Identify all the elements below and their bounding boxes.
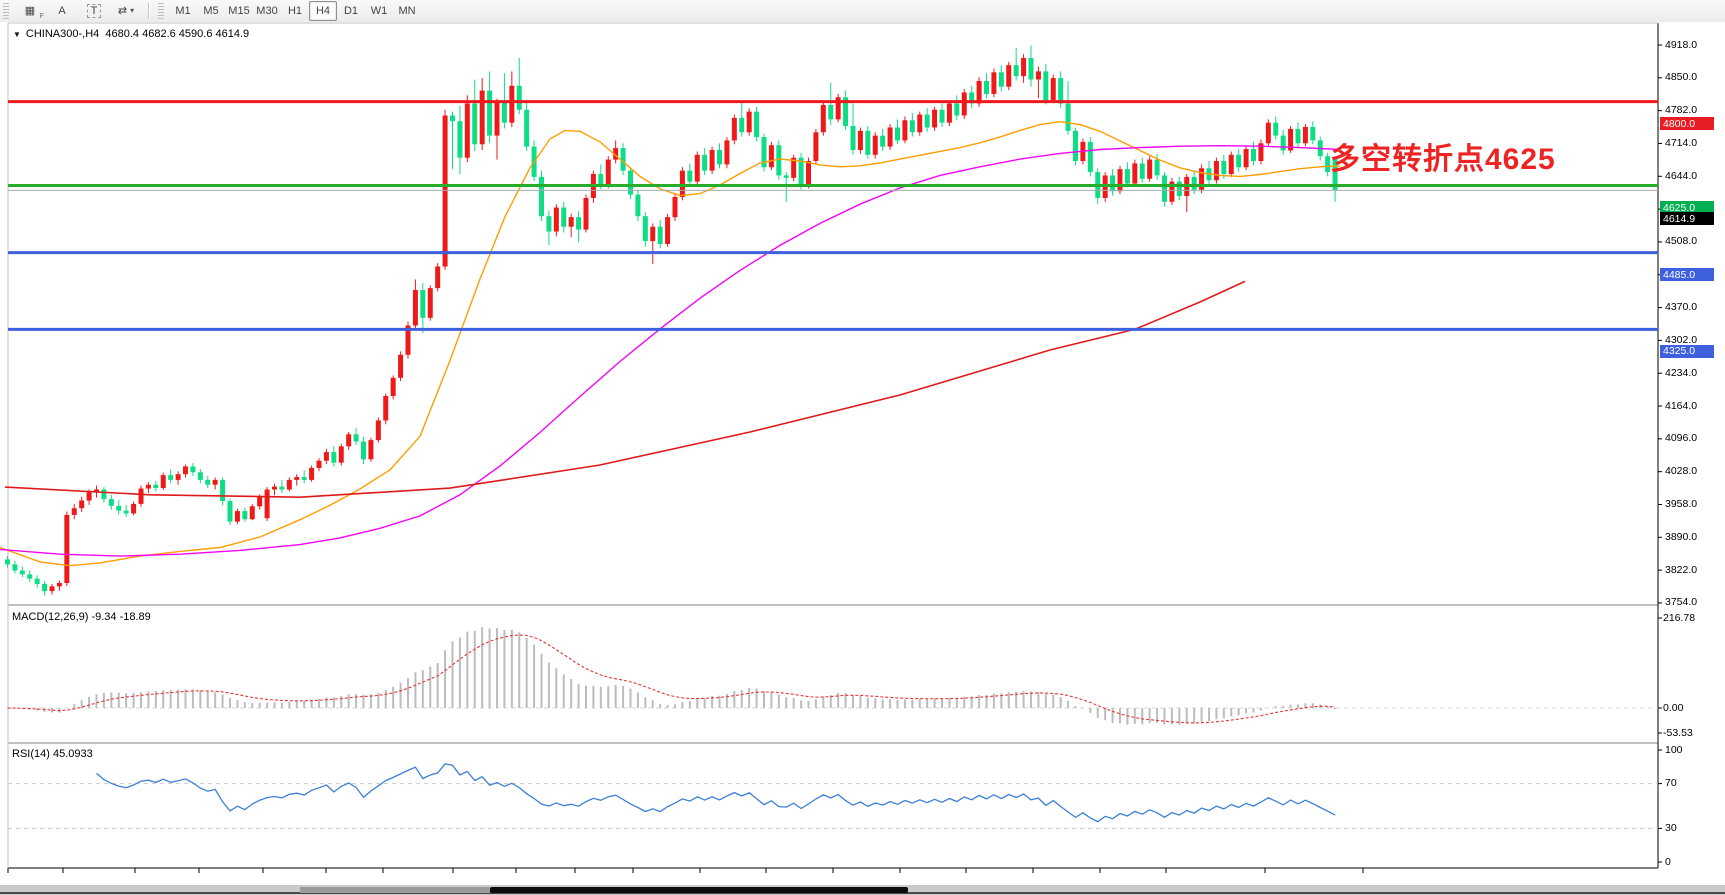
price-tick: 4714.0 xyxy=(1665,137,1698,149)
price-tick: 4782.0 xyxy=(1665,104,1698,117)
price-tick: 4370.0 xyxy=(1665,301,1698,314)
price-tick: 4234.0 xyxy=(1665,366,1698,379)
rsi-axis-tick: 70 xyxy=(1665,777,1677,790)
price-line-label-4800.0: 4800.0 xyxy=(1660,117,1714,131)
toolbar-drag-handle[interactable] xyxy=(3,3,9,19)
grid-snap-icon: ▦ xyxy=(24,5,36,18)
chart-title: ▼ CHINA300-,H4 4680.4 4682.6 4590.6 4614.… xyxy=(13,28,249,40)
toolbar-separator xyxy=(148,3,149,19)
chevron-down-icon[interactable]: ▾ xyxy=(130,6,135,16)
price-tick: 3890.0 xyxy=(1665,530,1698,543)
cycle-arrows-icon: ⇄ xyxy=(117,5,128,18)
chart-canvas[interactable] xyxy=(0,22,1725,885)
macd-axis-tick: 0.00 xyxy=(1663,701,1684,714)
rsi-axis-tick: 100 xyxy=(1665,743,1683,756)
rsi-label: RSI(14) 45.0933 xyxy=(12,748,93,760)
price-tick: 3958.0 xyxy=(1665,498,1698,510)
price-line-label-4625.0: 4625.0 xyxy=(1660,201,1714,214)
timeframe-button-D1[interactable]: D1 xyxy=(343,5,359,17)
rsi-axis-tick: 30 xyxy=(1665,821,1677,834)
chart-window[interactable]: ▼ CHINA300-,H4 4680.4 4682.6 4590.6 4614.… xyxy=(0,22,1725,895)
timeframe-button-M5[interactable]: M5 xyxy=(203,5,219,17)
bottom-black-bar xyxy=(490,887,908,893)
timeframe-button-H1[interactable]: H1 xyxy=(287,5,303,17)
timeframe-button-W1[interactable]: W1 xyxy=(370,5,388,17)
grid-snap-button[interactable]: ▦ F xyxy=(14,1,46,21)
price-tick: 4096.0 xyxy=(1665,432,1698,445)
price-tick: 4028.0 xyxy=(1665,465,1698,478)
text-box-button[interactable]: T xyxy=(78,1,110,21)
toolbar: ▦ F A T ⇄ ▾ M1 M5 M15 M30 H1 H4 D1 W1 MN xyxy=(0,0,1725,23)
window-bottom-border xyxy=(0,892,1725,894)
timeframe-button-M15[interactable]: M15 xyxy=(228,5,250,17)
rsi-axis-tick: 0 xyxy=(1665,855,1671,868)
price-tick: 4644.0 xyxy=(1665,169,1698,182)
text-label-icon: A xyxy=(58,5,66,18)
price-tick: 3822.0 xyxy=(1665,563,1698,576)
chart-ohlc-values: 4680.4 4682.6 4590.6 4614.9 xyxy=(105,28,250,40)
price-tick: 3754.0 xyxy=(1665,596,1698,609)
price-line-label-4614.9: 4614.9 xyxy=(1660,212,1714,226)
price-tick: 4508.0 xyxy=(1665,235,1698,248)
timeframe-button-MN[interactable]: MN xyxy=(398,5,416,17)
timeframe-group: M1 M5 M15 M30 H1 H4 D1 W1 MN xyxy=(169,1,421,21)
chart-symbol: CHINA300-,H4 xyxy=(25,28,100,40)
tool-sub-label: F xyxy=(39,12,44,20)
text-label-button[interactable]: A xyxy=(46,1,78,21)
price-tick: 4302.0 xyxy=(1665,333,1698,346)
price-tick: 4918.0 xyxy=(1665,38,1698,51)
annotation-text[interactable]: 多空转折点4625 xyxy=(1330,143,1556,176)
text-box-icon: T xyxy=(86,4,102,19)
bottom-gray-bar xyxy=(300,887,490,893)
timeframe-button-M30[interactable]: M30 xyxy=(256,5,278,17)
price-line-label-4325.0: 4325.0 xyxy=(1660,344,1714,358)
chart-symbol-dropdown-icon[interactable]: ▼ xyxy=(13,30,21,39)
price-tick: 4164.0 xyxy=(1665,399,1698,412)
cycle-arrows-button[interactable]: ⇄ ▾ xyxy=(110,1,142,21)
window-bottom-strip xyxy=(0,885,1725,895)
macd-axis-tick: 216.78 xyxy=(1663,611,1696,624)
toolbar-drag-handle-2[interactable] xyxy=(158,3,164,19)
drawing-tool-group: ▦ F A T ⇄ ▾ xyxy=(14,1,142,22)
price-tick: 4850.0 xyxy=(1665,71,1698,84)
macd-axis-tick: -53.53 xyxy=(1663,726,1693,739)
price-line-label-4485.0: 4485.0 xyxy=(1660,268,1714,282)
timeframe-button-M1[interactable]: M1 xyxy=(175,5,191,17)
macd-label: MACD(12,26,9) -9.34 -18.89 xyxy=(12,611,151,623)
timeframe-button-H4[interactable]: H4 xyxy=(309,1,337,21)
